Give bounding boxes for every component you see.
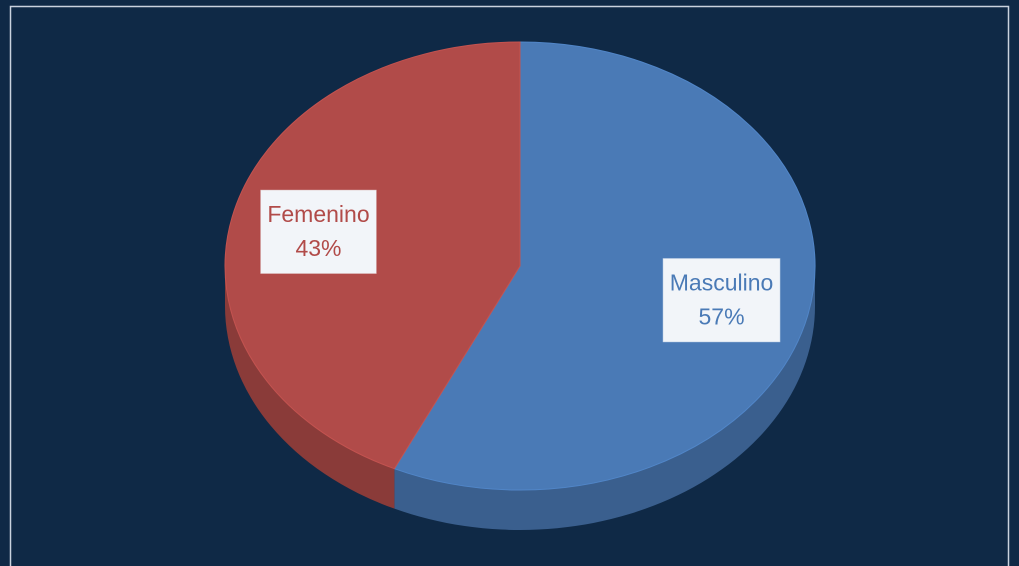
data-label-box xyxy=(662,257,781,343)
slice-side xyxy=(394,266,815,530)
category-label: Masculino xyxy=(670,269,774,295)
pie: Masculino 57% Femenino 43% xyxy=(224,41,816,530)
data-label-box xyxy=(259,189,378,275)
chart-border xyxy=(9,5,1010,566)
slice-side xyxy=(224,266,395,509)
data-label: Masculino 57% xyxy=(662,257,781,343)
pie-slice xyxy=(393,41,816,491)
value-label: 57% xyxy=(699,303,745,329)
value-label: 43% xyxy=(295,235,341,261)
data-label: Femenino 43% xyxy=(259,189,378,275)
category-label: Femenino xyxy=(267,201,369,227)
